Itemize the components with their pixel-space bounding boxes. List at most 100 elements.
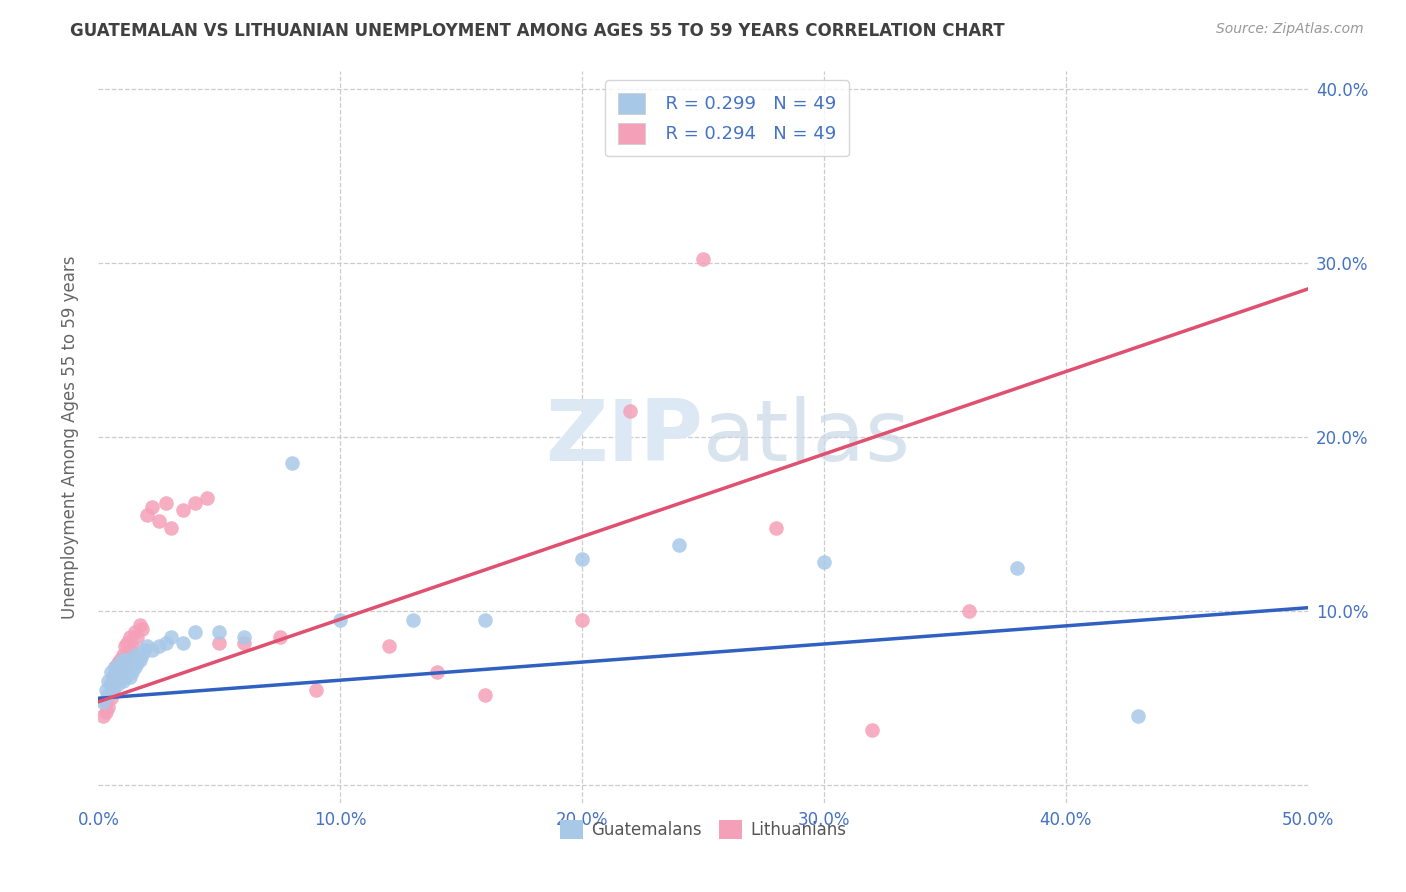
Point: [232, 635, 254, 649]
Point: [104, 673, 127, 688]
Point: [141, 500, 163, 514]
Point: [111, 665, 134, 680]
Point: [94, 705, 117, 719]
Point: [957, 604, 980, 618]
Point: [101, 682, 124, 697]
Point: [571, 613, 593, 627]
Point: [134, 642, 156, 657]
Point: [128, 653, 150, 667]
Point: [107, 670, 129, 684]
Point: [860, 723, 883, 737]
Point: [474, 613, 496, 627]
Point: [131, 622, 153, 636]
Point: [1007, 560, 1029, 574]
Point: [160, 631, 183, 645]
Point: [100, 691, 122, 706]
Point: [127, 631, 149, 645]
Point: [111, 660, 134, 674]
Point: [107, 677, 129, 691]
Point: [111, 673, 134, 688]
Point: [100, 677, 122, 691]
Point: [101, 670, 124, 684]
Point: [172, 635, 194, 649]
Point: [813, 556, 835, 570]
Point: [195, 491, 218, 505]
Point: [571, 552, 593, 566]
Point: [121, 639, 143, 653]
Point: [104, 673, 127, 688]
Point: [172, 503, 194, 517]
Point: [269, 631, 291, 645]
Text: GUATEMALAN VS LITHUANIAN UNEMPLOYMENT AMONG AGES 55 TO 59 YEARS CORRELATION CHAR: GUATEMALAN VS LITHUANIAN UNEMPLOYMENT AM…: [70, 22, 1005, 40]
Point: [108, 653, 131, 667]
Point: [184, 496, 207, 510]
Y-axis label: Unemployment Among Ages 55 to 59 years: Unemployment Among Ages 55 to 59 years: [60, 255, 79, 619]
Point: [100, 677, 122, 691]
Point: [111, 653, 134, 667]
Point: [426, 665, 449, 680]
Point: [402, 613, 425, 627]
Point: [118, 631, 141, 645]
Point: [121, 653, 143, 667]
Point: [94, 695, 117, 709]
Point: [108, 657, 131, 671]
Point: [148, 639, 170, 653]
Point: [155, 635, 177, 649]
Point: [104, 660, 127, 674]
Point: [117, 648, 139, 662]
Point: [114, 653, 136, 667]
Legend: Guatemalans, Lithuanians: Guatemalans, Lithuanians: [553, 814, 853, 846]
Text: Source: ZipAtlas.com: Source: ZipAtlas.com: [1216, 22, 1364, 37]
Point: [135, 639, 157, 653]
Point: [127, 657, 149, 671]
Point: [94, 682, 117, 697]
Point: [124, 625, 146, 640]
Point: [141, 642, 163, 657]
Point: [101, 682, 124, 697]
Point: [232, 631, 254, 645]
Point: [114, 639, 136, 653]
Point: [474, 688, 496, 702]
Point: [668, 538, 690, 552]
Point: [148, 514, 170, 528]
Point: [619, 404, 641, 418]
Point: [118, 642, 141, 657]
Text: atlas: atlas: [703, 395, 911, 479]
Point: [124, 660, 146, 674]
Point: [108, 665, 131, 680]
Point: [101, 670, 124, 684]
Point: [281, 456, 304, 470]
Point: [184, 625, 207, 640]
Point: [118, 660, 141, 674]
Point: [692, 252, 714, 267]
Point: [114, 657, 136, 671]
Point: [131, 648, 153, 662]
Point: [377, 639, 399, 653]
Point: [97, 688, 120, 702]
Text: ZIP: ZIP: [546, 395, 703, 479]
Point: [118, 670, 141, 684]
Point: [108, 670, 131, 684]
Point: [124, 648, 146, 662]
Point: [97, 673, 120, 688]
Point: [305, 682, 328, 697]
Point: [117, 653, 139, 667]
Point: [114, 670, 136, 684]
Point: [117, 665, 139, 680]
Point: [117, 635, 139, 649]
Point: [128, 618, 150, 632]
Point: [91, 695, 114, 709]
Point: [107, 665, 129, 680]
Point: [765, 521, 787, 535]
Point: [160, 521, 183, 535]
Point: [97, 700, 120, 714]
Point: [100, 665, 122, 680]
Point: [121, 665, 143, 680]
Point: [91, 708, 114, 723]
Point: [135, 508, 157, 523]
Point: [97, 688, 120, 702]
Point: [329, 613, 352, 627]
Point: [208, 635, 231, 649]
Point: [104, 660, 127, 674]
Point: [208, 625, 231, 640]
